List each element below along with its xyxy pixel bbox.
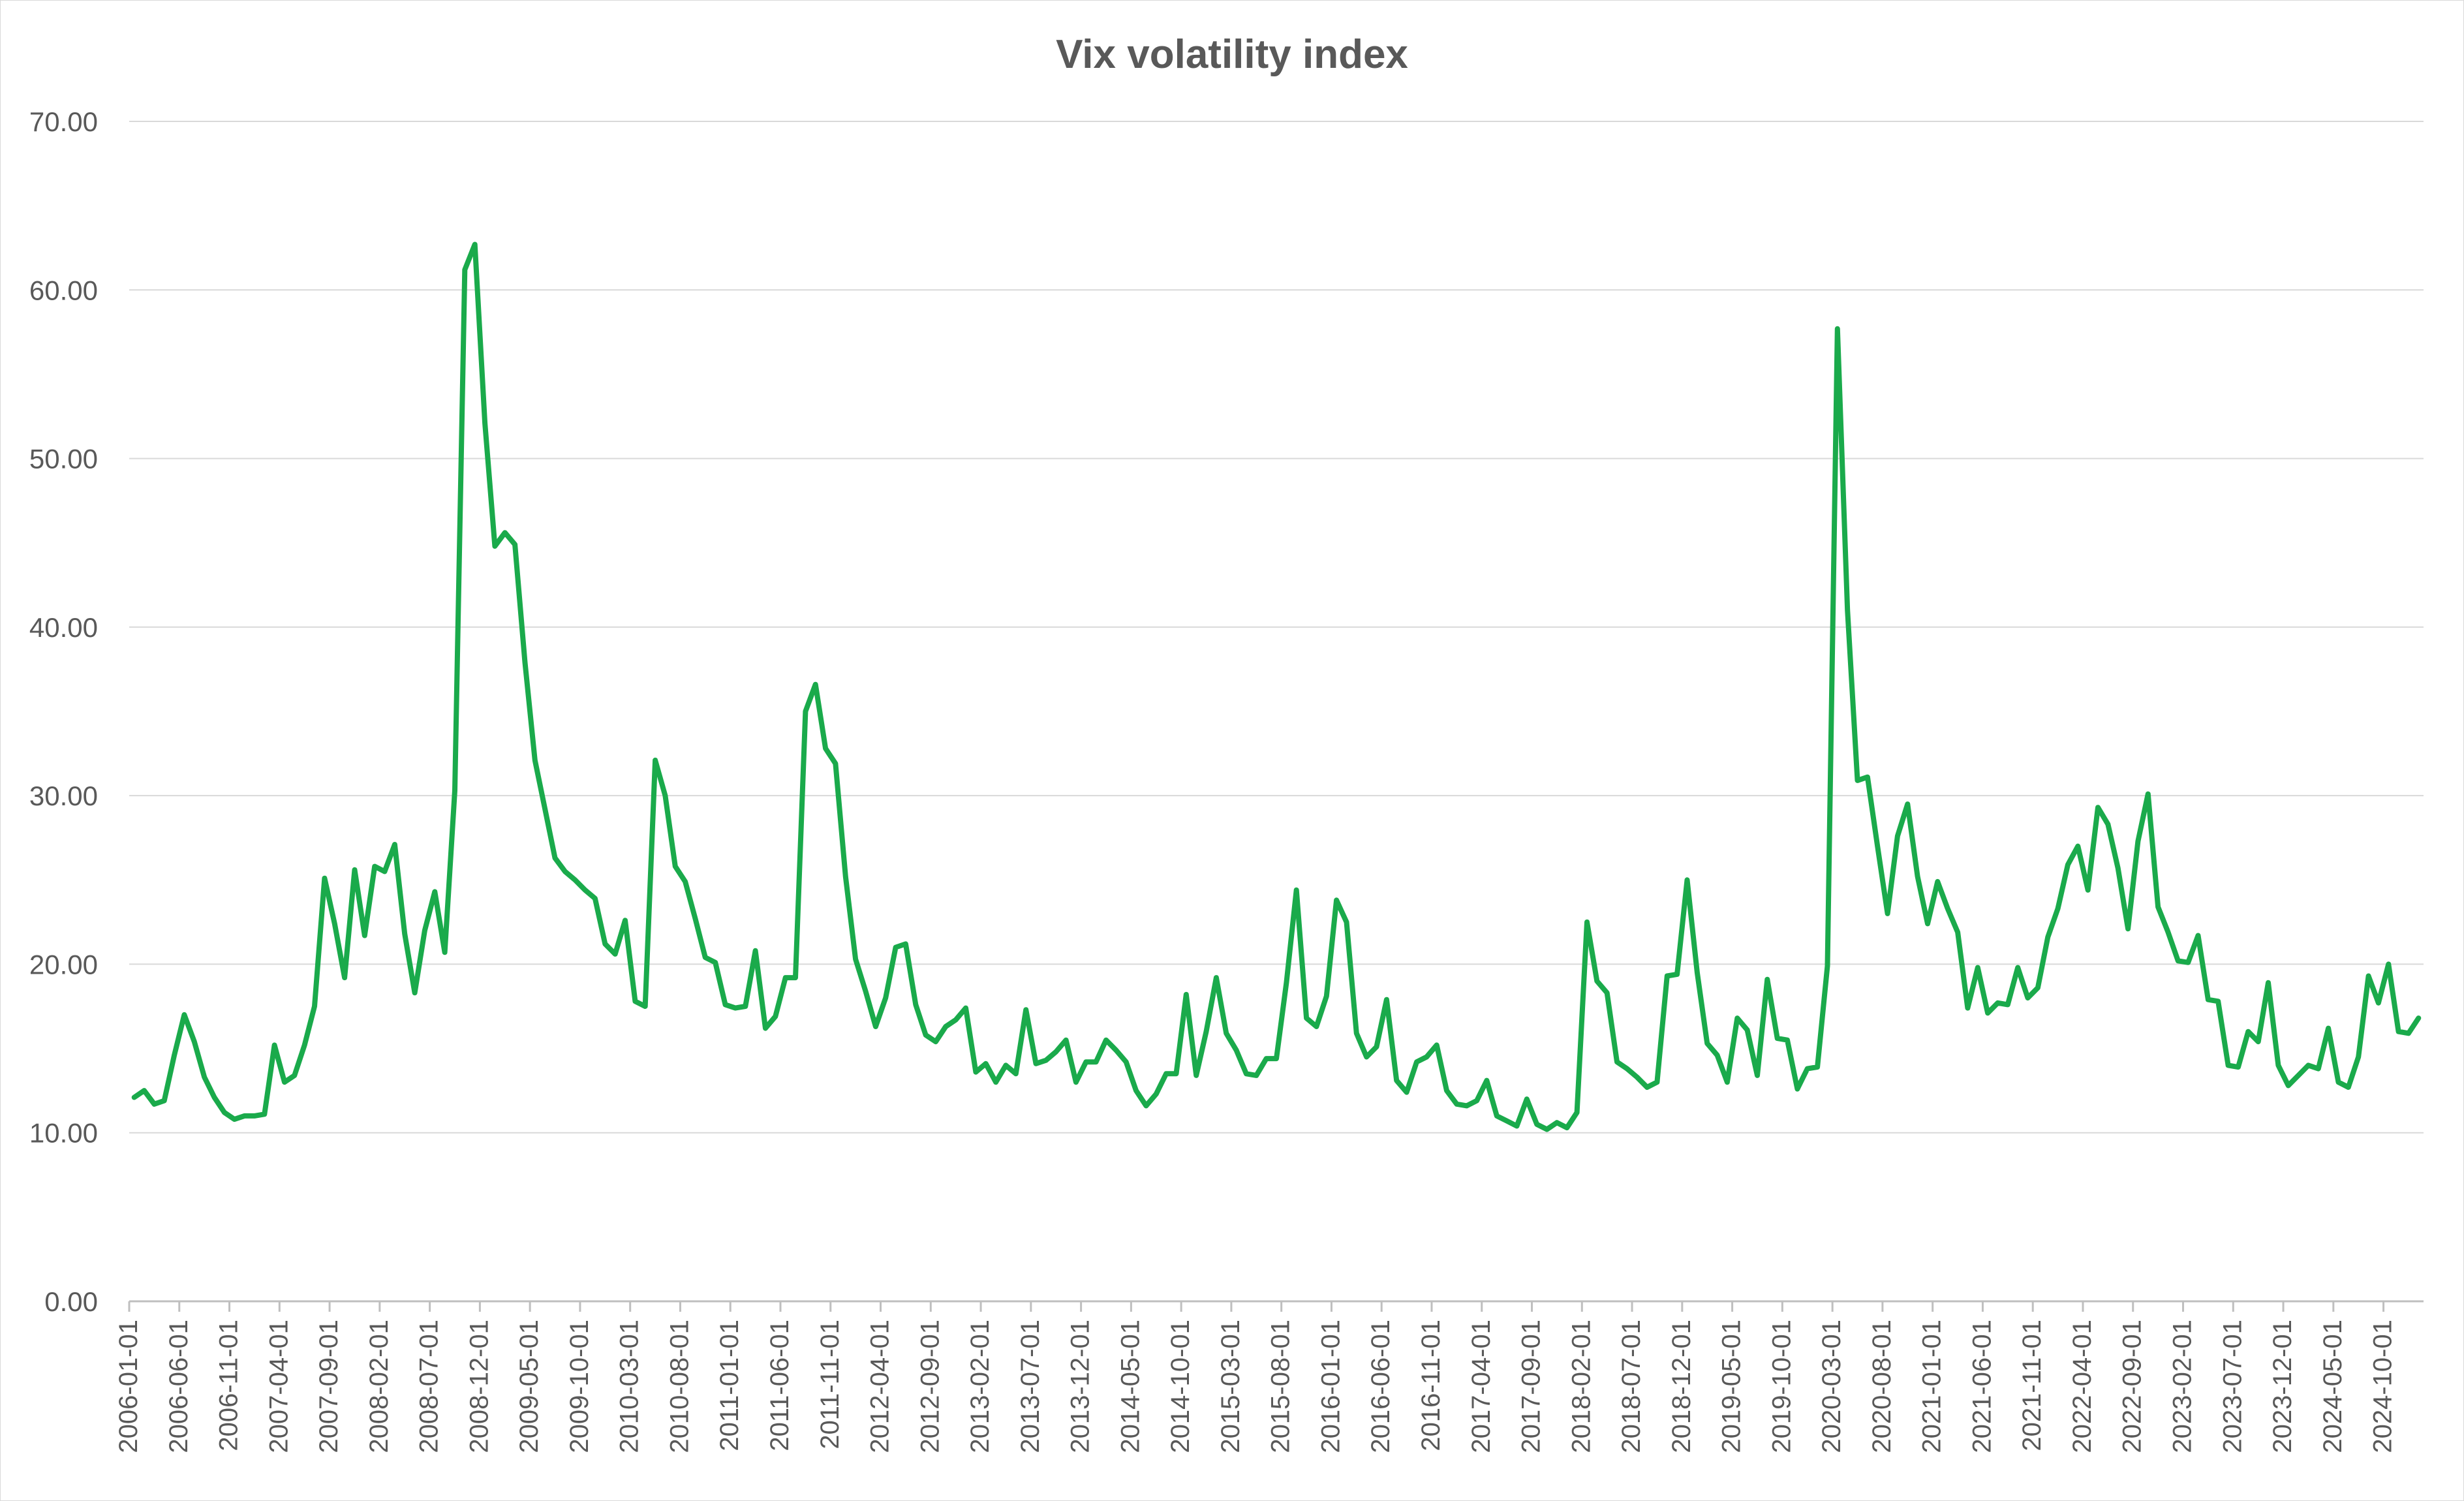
x-tick-label: 2018-07-01: [1617, 1320, 1646, 1453]
vix-series-line: [131, 241, 2422, 1132]
x-tick-label: 2009-05-01: [515, 1320, 544, 1453]
x-tick-label: 2008-02-01: [365, 1320, 393, 1453]
x-tick-label: 2017-04-01: [1467, 1320, 1496, 1453]
x-tick-label: 2015-03-01: [1216, 1320, 1245, 1453]
x-tick-label: 2014-10-01: [1166, 1320, 1195, 1453]
y-tick-label: 40.00: [29, 612, 98, 643]
chart-title: Vix volatility index: [1056, 32, 1408, 77]
x-tick-label: 2006-11-01: [215, 1320, 243, 1451]
y-tick-label: 70.00: [29, 106, 98, 137]
x-tick-label: 2020-03-01: [1817, 1320, 1846, 1453]
y-tick-label: 20.00: [29, 949, 98, 980]
x-tick-label: 2006-01-01: [114, 1320, 143, 1453]
x-tick-label: 2019-05-01: [1717, 1320, 1746, 1453]
x-tick-label: 2007-04-01: [264, 1320, 293, 1453]
x-tick-label: 2014-05-01: [1116, 1320, 1145, 1453]
x-tick-label: 2006-06-01: [164, 1320, 193, 1453]
x-tick-label: 2012-04-01: [866, 1320, 895, 1453]
x-tick-label: 2017-09-01: [1517, 1320, 1546, 1453]
y-axis-ticks: 0.00 10.00 20.00 30.00 40.00 50.00 60.00 70.00: [29, 106, 98, 1317]
x-tick-label: 2023-12-01: [2268, 1320, 2297, 1453]
x-tick-label: 2021-06-01: [1967, 1320, 1996, 1453]
x-tick-label: 2010-03-01: [615, 1320, 644, 1453]
x-tick-label: 2023-02-01: [2168, 1320, 2197, 1453]
x-tick-label: 2013-12-01: [1066, 1320, 1095, 1453]
y-tick-label: 0.00: [44, 1286, 98, 1317]
gridlines: [129, 121, 2424, 1303]
x-tick-label: 2011-01-01: [715, 1320, 744, 1451]
x-tick-label: 2008-07-01: [415, 1320, 444, 1453]
x-tick-label: 2020-08-01: [1868, 1320, 1896, 1453]
x-tick-label: 2018-12-01: [1667, 1320, 1696, 1453]
x-tick-label: 2018-02-01: [1567, 1320, 1595, 1453]
x-tick-label: 2012-09-01: [916, 1320, 944, 1453]
x-tick-label: 2022-09-01: [2118, 1320, 2147, 1453]
x-tick-label: 2011-11-01: [816, 1320, 844, 1449]
x-tick-label: 2024-05-01: [2318, 1320, 2347, 1453]
x-tick-label: 2013-02-01: [966, 1320, 994, 1453]
y-tick-label: 10.00: [29, 1118, 98, 1149]
x-tick-label: 2019-10-01: [1767, 1320, 1796, 1453]
x-axis-ticks: 2006-01-01 2006-06-01 2006-11-01 2007-04-01…: [114, 1301, 2397, 1453]
x-tick-label: 2023-07-01: [2218, 1320, 2247, 1453]
y-tick-label: 50.00: [29, 444, 98, 474]
x-tick-label: 2021-01-01: [1918, 1320, 1947, 1453]
x-tick-label: 2010-08-01: [665, 1320, 694, 1453]
x-tick-label: 2016-06-01: [1366, 1320, 1395, 1453]
x-tick-label: 2008-12-01: [465, 1320, 493, 1453]
x-tick-label: 2024-10-01: [2369, 1320, 2397, 1453]
x-tick-label: 2009-10-01: [565, 1320, 594, 1453]
x-tick-label: 2015-08-01: [1267, 1320, 1295, 1453]
x-tick-label: 2016-01-01: [1316, 1320, 1345, 1453]
series-layer: [131, 241, 2422, 1132]
x-tick-label: 2021-11-01: [2018, 1320, 2046, 1451]
x-tick-label: 2011-06-01: [765, 1320, 794, 1451]
x-tick-label: 2007-09-01: [315, 1320, 343, 1453]
y-tick-label: 60.00: [29, 275, 98, 305]
x-tick-label: 2022-04-01: [2068, 1320, 2097, 1453]
x-tick-label: 2016-11-01: [1417, 1320, 1445, 1451]
y-tick-label: 30.00: [29, 781, 98, 811]
x-tick-label: 2013-07-01: [1016, 1320, 1045, 1453]
